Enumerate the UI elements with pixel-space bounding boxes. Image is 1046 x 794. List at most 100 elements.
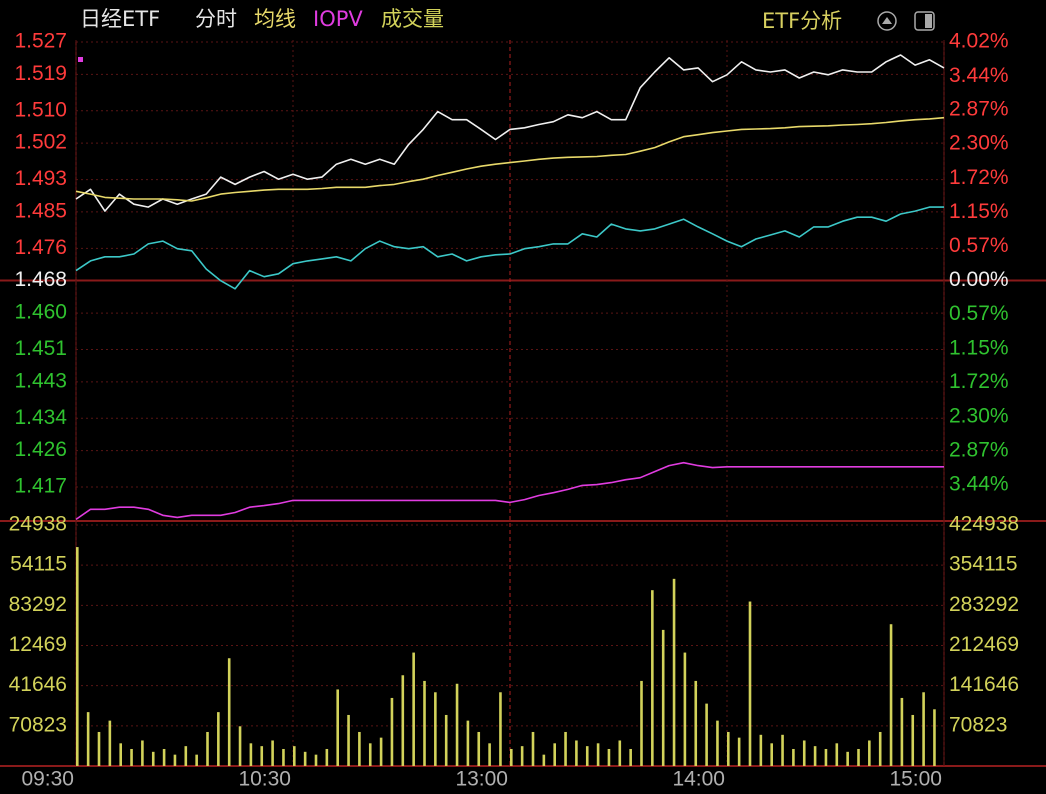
y-tick-label: 1.451 — [14, 337, 67, 360]
volume-bar — [727, 731, 730, 766]
y-left-tick-label: 41646 — [9, 673, 67, 696]
volume-bar — [347, 714, 350, 766]
legend-entry: 均线 — [254, 7, 296, 31]
volume-bar — [824, 748, 828, 766]
volume-bar — [672, 578, 676, 766]
volume-bar — [206, 731, 209, 766]
volume-bar — [466, 720, 470, 766]
y-tick-label: 1.426 — [14, 438, 67, 461]
expand-icon[interactable] — [877, 11, 897, 31]
y2-tick-label: 1.72% — [949, 370, 1009, 393]
volume-bar — [585, 746, 589, 766]
volume-bar — [781, 734, 784, 766]
y-right-tick-label: 283292 — [949, 593, 1019, 616]
y2-tick-label: 1.15% — [949, 336, 1009, 359]
y-left-tick-label: 83292 — [9, 593, 67, 616]
volume-bar — [173, 754, 177, 766]
y2-tick-label: 1.72% — [949, 166, 1009, 189]
y-right-tick-label: 141646 — [949, 673, 1019, 696]
volume-bar — [390, 697, 394, 766]
volume-bar — [195, 754, 198, 766]
volume-bar — [531, 731, 535, 766]
y2-tick-label: 0.57% — [949, 234, 1009, 257]
y-tick-label: 1.519 — [14, 62, 67, 85]
volume-bar — [683, 652, 687, 766]
y-tick-label: 1.434 — [14, 406, 67, 429]
y-right-tick-label: 424938 — [949, 513, 1019, 536]
volume-bar — [694, 680, 698, 766]
volume-bar — [542, 754, 546, 766]
y-left-tick-label: 54115 — [10, 553, 67, 576]
y2-tick-label: 3.44% — [949, 64, 1009, 87]
volume-bar — [868, 740, 871, 766]
volume-bar — [510, 748, 513, 766]
legend-entry: IOPV — [313, 7, 363, 31]
y-left-tick-label: 12469 — [9, 633, 67, 656]
volume-bar — [618, 740, 622, 766]
y-right-tick-label: 212469 — [949, 633, 1019, 656]
volume-bar — [889, 624, 893, 766]
y-tick-label: 1.443 — [14, 369, 67, 392]
etf-analysis-button[interactable]: ETF分析 — [762, 9, 842, 33]
volume-bar — [607, 748, 611, 766]
volume-bar — [260, 746, 264, 766]
y-tick-label: 1.485 — [14, 199, 67, 222]
y-tick-label: 1.502 — [14, 131, 67, 154]
volume-bar — [770, 743, 773, 766]
volume-bar — [282, 748, 285, 766]
volume-bar — [368, 743, 372, 766]
volume-bar — [227, 658, 231, 766]
panel-icon[interactable] — [914, 11, 935, 31]
volume-bar — [358, 731, 361, 766]
legend-entry: 成交量 — [381, 7, 444, 31]
x-tick-label: 09:30 — [21, 768, 74, 791]
y-tick-label: 1.476 — [14, 236, 67, 259]
volume-bar — [325, 748, 329, 766]
marks — [75, 54, 945, 766]
volume-bar — [857, 748, 860, 766]
volume-bar — [520, 746, 524, 766]
volume-bar — [119, 743, 122, 766]
volume-bar — [564, 731, 567, 766]
volume-bar — [705, 703, 708, 766]
volume-bar — [434, 692, 437, 766]
series-line — [75, 54, 945, 212]
volume-bar — [596, 743, 600, 766]
volume-bar — [249, 743, 253, 766]
y-left-tick-label: 24938 — [9, 513, 67, 536]
y2-tick-label: 3.44% — [949, 472, 1009, 495]
volume-bar — [477, 731, 481, 766]
volume-bar — [651, 590, 654, 766]
volume-bar — [748, 601, 752, 766]
volume-bar — [488, 743, 491, 766]
volume-bar — [575, 740, 578, 766]
volume-bar — [846, 751, 849, 766]
volume-bar — [802, 740, 806, 766]
volume-bar — [86, 712, 90, 766]
volume-bar — [922, 692, 925, 766]
volume-bar — [293, 746, 296, 766]
y-tick-label: 1.468 — [14, 268, 67, 291]
x-tick-label: 15:00 — [889, 768, 942, 791]
volume-bar — [911, 714, 915, 766]
y2-tick-label: 1.15% — [949, 200, 1009, 223]
volume-bar — [900, 697, 904, 766]
x-tick-label: 14:00 — [672, 768, 725, 791]
volume-bar — [108, 720, 112, 766]
volume-bar — [412, 652, 415, 766]
volume-bar — [401, 675, 405, 766]
volume-bar — [423, 680, 426, 766]
volume-bar — [878, 731, 882, 766]
volume-bar — [499, 692, 502, 766]
y2-tick-label: 2.30% — [949, 405, 1009, 428]
y-tick-label: 1.417 — [14, 475, 67, 498]
y-tick-label: 1.510 — [14, 98, 67, 121]
volume-bar — [151, 751, 155, 766]
volume-bar — [303, 751, 307, 766]
volume-bar — [813, 746, 817, 766]
volume-bar — [737, 737, 741, 766]
x-tick-label: 13:00 — [455, 768, 508, 791]
y-left-tick-label: 70823 — [9, 713, 67, 736]
